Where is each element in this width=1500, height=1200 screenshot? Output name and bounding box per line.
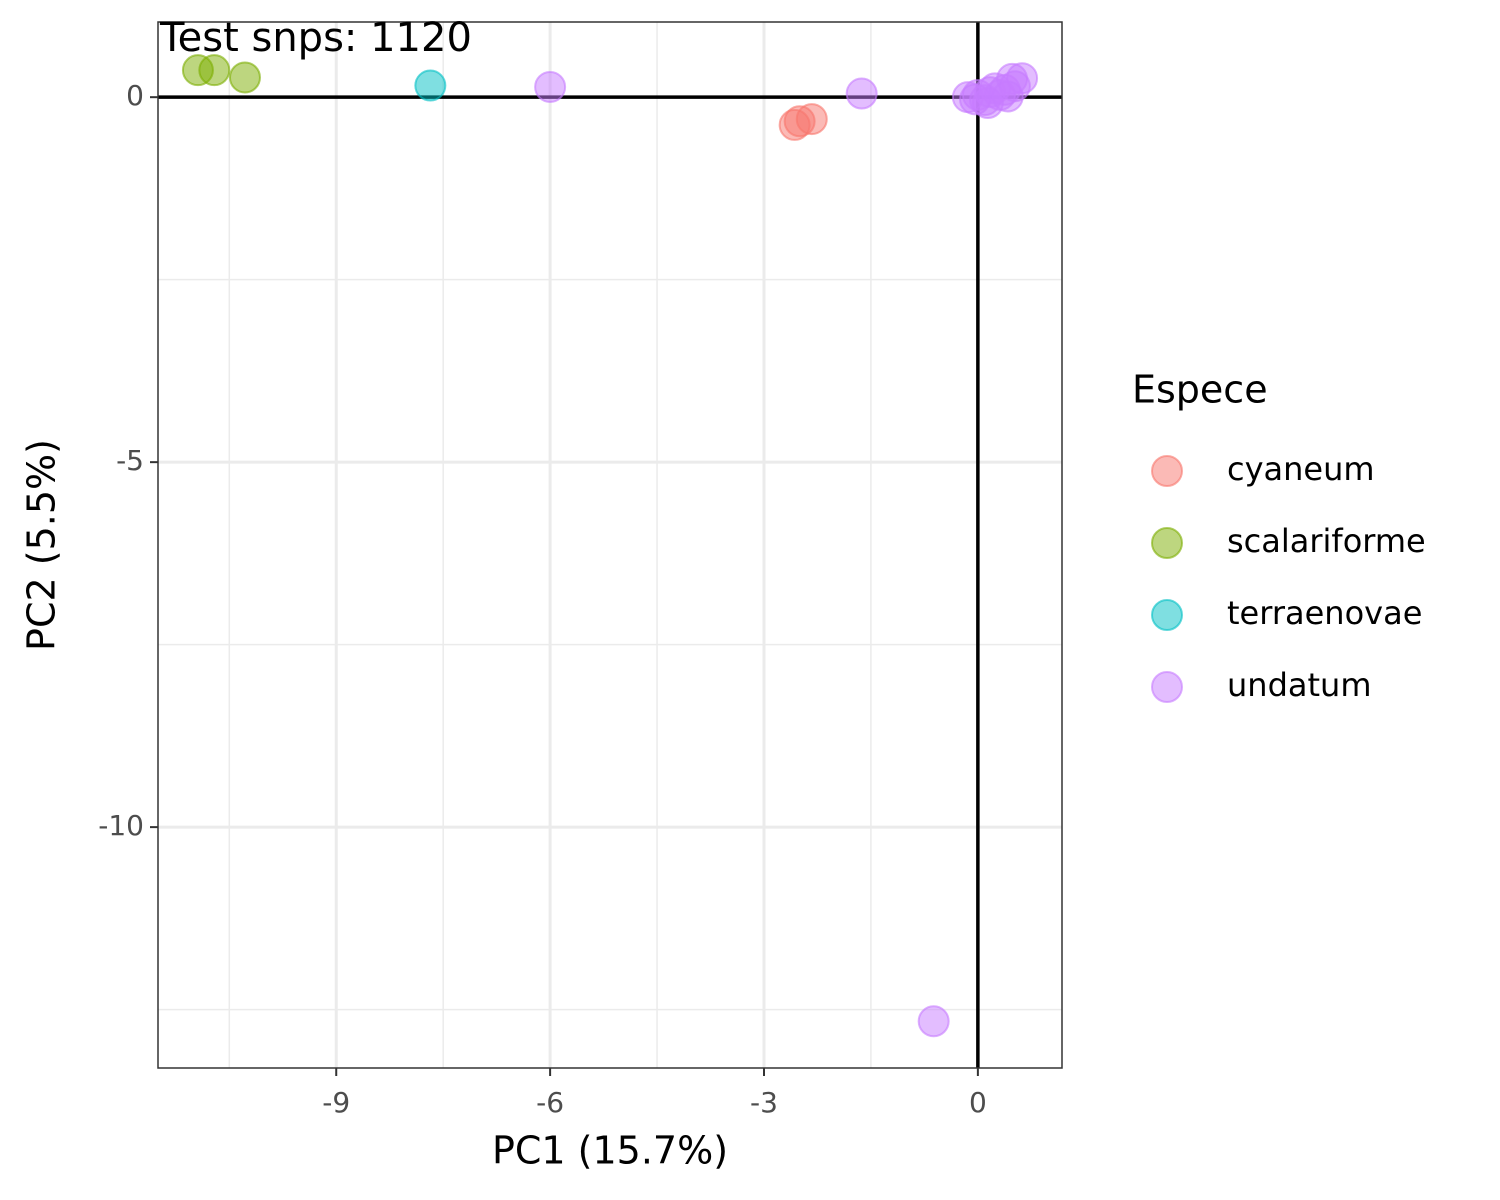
legend-label: undatum — [1227, 666, 1371, 704]
legend-label: scalariforme — [1227, 522, 1426, 560]
legend-title: Espece — [1132, 368, 1268, 412]
point — [198, 54, 231, 87]
y-tick-label: 0 — [126, 79, 144, 112]
legend-key — [1151, 599, 1183, 631]
plot-border — [157, 21, 1063, 1069]
point — [414, 69, 447, 102]
y-tick-label: -5 — [116, 444, 144, 477]
point — [534, 70, 567, 103]
legend-key — [1151, 671, 1183, 703]
y-axis-title: PC2 (5.5%) — [20, 439, 64, 651]
legend-label: cyaneum — [1227, 450, 1375, 488]
x-tick-label: 0 — [969, 1086, 987, 1119]
legend-label: terraenovae — [1227, 594, 1422, 632]
legend-key — [1151, 527, 1183, 559]
grid — [158, 22, 1062, 1068]
y-tick-label: -10 — [98, 809, 144, 842]
point — [959, 83, 992, 116]
x-tick-label: -6 — [536, 1086, 564, 1119]
legend-key — [1151, 455, 1183, 487]
marks — [181, 54, 1039, 1038]
point — [795, 103, 828, 136]
point — [991, 80, 1024, 113]
x-axis-title: PC1 (15.7%) — [492, 1129, 728, 1173]
point — [845, 77, 878, 110]
x-tick-label: -9 — [322, 1086, 350, 1119]
annotation: Test snps: 1120 — [159, 15, 472, 61]
point — [228, 61, 261, 94]
point — [917, 1005, 950, 1038]
x-tick-label: -3 — [750, 1086, 778, 1119]
